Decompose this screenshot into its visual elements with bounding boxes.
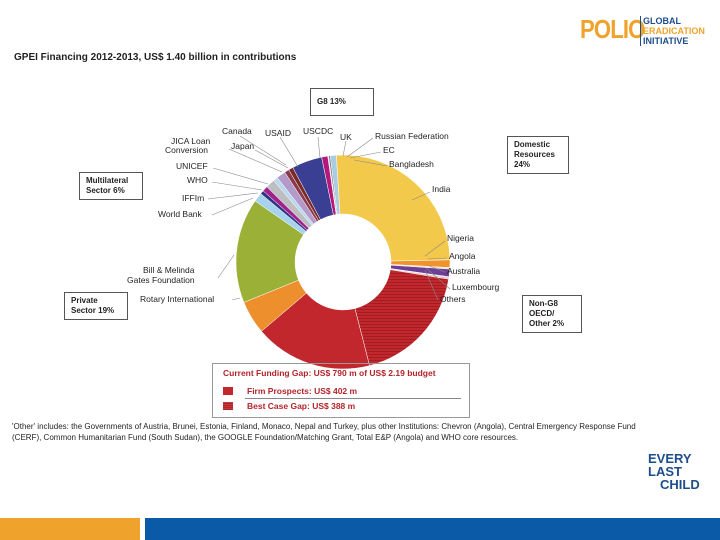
group-g8: G8 13% xyxy=(310,88,374,116)
logo-line: LAST xyxy=(648,464,682,479)
group-text: Other 2% xyxy=(529,319,565,328)
label-bangladesh: Bangladesh xyxy=(389,159,434,169)
footnote: 'Other' includes: the Governments of Aus… xyxy=(12,422,636,442)
footer-bar-blue xyxy=(145,518,720,540)
logo-line: INITIATIVE xyxy=(643,36,689,46)
label-gates-1: Bill & Melinda xyxy=(143,265,195,275)
legend-best-case-gap: Best Case Gap: US$ 388 m xyxy=(223,401,355,411)
logo-line: CHILD xyxy=(660,477,700,492)
label-ec: EC xyxy=(383,145,395,155)
label-india: India xyxy=(432,184,451,194)
label-usaid: USAID xyxy=(265,128,291,138)
label-iffim: IFFIm xyxy=(182,193,205,203)
legend-text: Firm Prospects: US$ 402 m xyxy=(247,386,358,396)
label-japan: Japan xyxy=(231,141,255,151)
every-last-child-logo: EVERY LAST CHILD xyxy=(648,452,700,491)
logo-line: EVERY xyxy=(648,451,692,466)
group-text: Domestic xyxy=(514,140,551,149)
label-australia: Australia xyxy=(447,266,481,276)
label-luxembourg: Luxembourg xyxy=(452,282,500,292)
label-jica-2: Conversion xyxy=(165,145,208,155)
group-text: Sector 19% xyxy=(71,306,115,315)
group-text: Multilateral xyxy=(86,176,129,185)
label-others: Others xyxy=(440,294,466,304)
label-russian-federation: Russian Federation xyxy=(375,131,449,141)
label-unicef: UNICEF xyxy=(176,161,208,171)
group-non-g8: Non-G8 OECD/ Other 2% xyxy=(522,295,582,333)
funding-gap-legend: Current Funding Gap: US$ 790 m of US$ 2.… xyxy=(212,363,470,418)
logo-line: GLOBAL xyxy=(643,16,681,26)
legend-swatch xyxy=(223,402,233,410)
legend-firm-prospects: Firm Prospects: US$ 402 m xyxy=(223,386,357,396)
label-who: WHO xyxy=(187,175,208,185)
legend-swatch xyxy=(223,387,233,395)
label-rotary: Rotary International xyxy=(140,294,215,304)
legend-text: Best Case Gap: US$ 388 m xyxy=(247,401,356,411)
logo-gei-text: GLOBAL ERADICATION INITIATIVE xyxy=(640,16,705,46)
slice-firm-prospects xyxy=(354,269,449,366)
group-domestic: Domestic Resources 24% xyxy=(507,136,569,174)
slice-usaid xyxy=(288,167,321,221)
chart-title: GPEI Financing 2012-2013, US$ 1.40 billi… xyxy=(14,52,297,63)
label-nigeria: Nigeria xyxy=(447,233,474,243)
polio-gei-logo: POLIO GLOBAL ERADICATION INITIATIVE xyxy=(580,14,705,46)
group-text: Sector 6% xyxy=(86,186,125,195)
label-jica-1: JICA Loan xyxy=(171,136,211,146)
label-angola: Angola xyxy=(449,251,476,261)
group-text: Resources xyxy=(514,150,555,159)
label-gates-2: Gates Foundation xyxy=(127,275,195,285)
divider xyxy=(245,398,461,399)
group-multilateral: Multilateral Sector 6% xyxy=(79,172,143,200)
group-text: Private xyxy=(71,296,98,305)
logo-polio-text: POLIO xyxy=(580,14,645,44)
group-text: OECD/ xyxy=(529,309,555,318)
slice-india xyxy=(336,154,451,262)
footer-bar-orange xyxy=(0,518,140,540)
group-text: 24% xyxy=(514,160,531,169)
group-g8-text: G8 13% xyxy=(317,97,346,106)
funding-gap-heading: Current Funding Gap: US$ 790 m of US$ 2.… xyxy=(223,368,436,378)
label-uk: UK xyxy=(340,132,352,142)
label-canada: Canada xyxy=(222,126,252,136)
logo-line: ERADICATION xyxy=(643,26,705,36)
leader-lines xyxy=(207,135,451,301)
group-private: Private Sector 19% xyxy=(64,292,128,320)
label-uscdc: USCDC xyxy=(303,126,334,136)
group-text: Non-G8 xyxy=(529,299,558,308)
label-world-bank: World Bank xyxy=(158,209,202,219)
